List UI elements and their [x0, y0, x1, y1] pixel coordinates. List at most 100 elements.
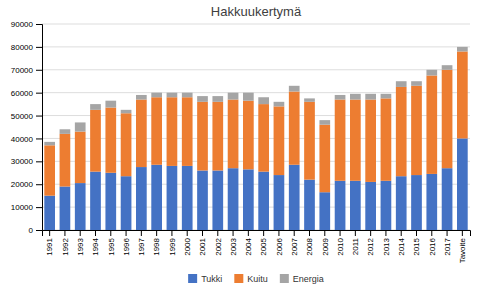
- tick: 2015: [412, 230, 421, 256]
- tick-mark: [110, 230, 111, 236]
- tick-label: 2015: [412, 237, 421, 255]
- legend-label: Tukki: [201, 274, 222, 284]
- tick-label: 2008: [305, 237, 314, 255]
- tick-label: 50000: [11, 112, 34, 121]
- tick-mark: [36, 138, 42, 139]
- bar: [335, 100, 346, 181]
- legend-swatch: [280, 274, 289, 283]
- bar: [182, 97, 193, 166]
- bar: [151, 93, 162, 98]
- tick: 2003: [229, 230, 238, 256]
- grid-line: [42, 46, 470, 47]
- tick: 2004: [244, 230, 253, 256]
- bar: [182, 93, 193, 98]
- bar: [258, 172, 269, 230]
- bar: [381, 98, 392, 180]
- bar: [396, 81, 407, 87]
- bar: [457, 47, 468, 52]
- tick-mark: [401, 230, 402, 236]
- bar: [442, 65, 453, 70]
- tick-mark: [36, 47, 42, 48]
- tick-label: 2005: [259, 237, 268, 255]
- tick-mark: [462, 230, 463, 236]
- bar: [90, 104, 101, 110]
- title: Hakkuukertymä: [211, 4, 302, 19]
- tick: 80000: [11, 43, 42, 52]
- tick-mark: [36, 24, 42, 25]
- tick: 70000: [11, 66, 42, 75]
- tick-label: 1993: [76, 237, 85, 255]
- bar: [228, 100, 239, 169]
- tick-label: 2004: [244, 237, 253, 255]
- tick-mark: [126, 230, 127, 236]
- tick-mark: [141, 230, 142, 236]
- bar: [44, 196, 55, 230]
- bar: [274, 102, 285, 107]
- tick: 2002: [214, 230, 223, 256]
- y-axis: 0100002000030000400005000060000700008000…: [11, 20, 43, 235]
- bar: [121, 176, 132, 230]
- tick-mark: [95, 230, 96, 236]
- tick: 2011: [351, 230, 360, 255]
- tick: 2008: [305, 230, 314, 256]
- bar: [151, 165, 162, 230]
- bar: [289, 92, 300, 165]
- legend-item: Kuitu: [234, 274, 268, 284]
- legend-label: Kuitu: [247, 274, 268, 284]
- tick: 50000: [11, 112, 42, 121]
- bar: [197, 102, 208, 171]
- tick-label: 2002: [214, 237, 223, 255]
- tick-mark: [36, 161, 42, 162]
- bar: [319, 120, 330, 125]
- bar: [396, 176, 407, 230]
- tick-label: 2014: [397, 237, 406, 255]
- tick: 1993: [76, 230, 85, 256]
- tick: 2013: [382, 230, 391, 256]
- tick-label: 70000: [11, 66, 34, 75]
- bar: [44, 142, 55, 145]
- tick-label: 2017: [443, 237, 452, 255]
- tick-mark: [49, 230, 50, 236]
- tick-mark: [233, 230, 234, 236]
- tick: 1992: [61, 230, 70, 256]
- bar: [60, 129, 71, 134]
- bar: [365, 94, 376, 100]
- bar: [105, 173, 116, 230]
- bar: [411, 81, 422, 86]
- bar: [60, 187, 71, 230]
- tick: 2001: [198, 230, 207, 256]
- tick-mark: [385, 230, 386, 236]
- tick-label: 2010: [336, 237, 345, 255]
- bar: [228, 168, 239, 230]
- legend-item: Tukki: [188, 274, 222, 284]
- tick-mark: [355, 230, 356, 236]
- bar: [136, 167, 147, 230]
- bar: [289, 165, 300, 230]
- legend-label: Energia: [293, 274, 324, 284]
- bar: [243, 169, 254, 230]
- tick-mark: [431, 230, 432, 236]
- bar: [197, 170, 208, 230]
- tick: 20000: [11, 180, 42, 189]
- tick-mark: [248, 230, 249, 236]
- tick-mark: [416, 230, 417, 236]
- series: [44, 47, 467, 145]
- bar: [350, 100, 361, 181]
- tick: 2016: [428, 230, 437, 256]
- tick-label: 90000: [11, 20, 34, 29]
- bar: [319, 192, 330, 230]
- tick-label: 1998: [152, 237, 161, 255]
- bar: [44, 145, 55, 195]
- tick: 40000: [11, 135, 42, 144]
- tick-label: 1997: [137, 237, 146, 255]
- bar: [289, 86, 300, 92]
- bar: [90, 172, 101, 230]
- bar: [335, 181, 346, 230]
- bar: [136, 95, 147, 100]
- tick-label: Tavoite: [458, 237, 467, 263]
- bar: [228, 93, 239, 100]
- bar: [167, 166, 178, 230]
- tick: 1997: [137, 230, 146, 256]
- tick: 2014: [397, 230, 406, 256]
- tick: 0: [29, 226, 42, 235]
